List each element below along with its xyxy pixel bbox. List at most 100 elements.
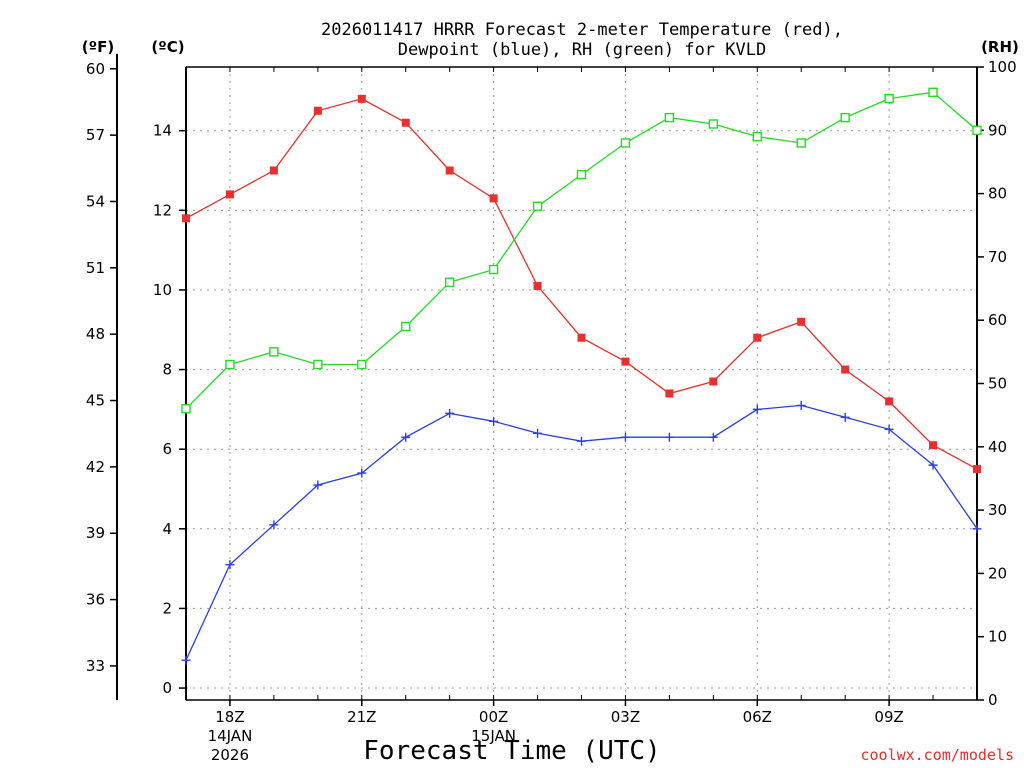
temperature-point bbox=[973, 465, 981, 474]
fahrenheit-tick-label: 39 bbox=[86, 524, 105, 542]
time-tick-label: 03Z bbox=[611, 708, 640, 726]
temperature-point bbox=[841, 365, 850, 374]
dewpoint-point bbox=[313, 480, 323, 490]
celsius-axis-unit: (ºC) bbox=[151, 38, 184, 56]
rh-point bbox=[357, 359, 367, 370]
rh-line bbox=[185, 91, 978, 410]
rh-point bbox=[928, 87, 938, 98]
celsius-axis-ticks: 0 2 4 6 8 10 12 14 bbox=[153, 122, 186, 697]
celsius-tick-label: 8 bbox=[162, 361, 172, 379]
celsius-tick-label: 2 bbox=[162, 599, 172, 617]
fahrenheit-tick-label: 57 bbox=[86, 126, 105, 144]
dewpoint-point bbox=[708, 432, 718, 442]
fahrenheit-axis-unit: (ºF) bbox=[82, 38, 114, 56]
rh-tick-label: 90 bbox=[988, 121, 1007, 139]
dewpoint-point bbox=[840, 412, 850, 422]
fahrenheit-axis-ticks: 33 36 39 42 45 48 51 54 57 60 bbox=[86, 60, 117, 675]
temperature-point bbox=[357, 94, 366, 103]
rh-point bbox=[752, 131, 762, 142]
axes bbox=[116, 53, 978, 701]
celsius-tick-label: 14 bbox=[153, 122, 172, 140]
dewpoint-point bbox=[269, 520, 279, 530]
rh-point bbox=[313, 359, 323, 370]
temperature-point bbox=[753, 333, 762, 342]
temperature-line bbox=[185, 98, 978, 470]
x-axis-title: Forecast Time (UTC) bbox=[363, 736, 660, 766]
rh-tick-label: 80 bbox=[988, 185, 1007, 203]
temperature-point bbox=[182, 214, 190, 223]
rh-point bbox=[796, 138, 806, 148]
temperature-point bbox=[401, 118, 410, 127]
rh-tick-label: 20 bbox=[988, 564, 1007, 582]
celsius-tick-label: 4 bbox=[162, 520, 172, 538]
dewpoint-point bbox=[445, 408, 455, 418]
dewpoint-point bbox=[401, 432, 411, 442]
rh-tick-label: 100 bbox=[988, 58, 1017, 76]
dewpoint-point bbox=[664, 432, 674, 442]
temperature-point bbox=[665, 389, 674, 398]
rh-axis-ticks: 0 10 20 30 40 50 60 70 80 90 100 bbox=[977, 58, 1017, 709]
celsius-tick-label: 12 bbox=[153, 201, 172, 219]
fahrenheit-tick-label: 42 bbox=[86, 458, 105, 476]
fahrenheit-tick-label: 45 bbox=[86, 392, 105, 410]
dewpoint-point bbox=[225, 560, 235, 570]
rh-tick-label: 50 bbox=[988, 375, 1007, 393]
dewpoint-point bbox=[884, 424, 894, 434]
temperature-point bbox=[445, 166, 454, 175]
temperature-point bbox=[797, 317, 806, 326]
time-tick-label: 18Z bbox=[215, 708, 244, 726]
time-tick-label: 09Z bbox=[874, 708, 903, 726]
dewpoint-point bbox=[928, 460, 938, 470]
dewpoint-point bbox=[752, 404, 762, 414]
time-tick-label: 2026 bbox=[211, 746, 249, 764]
temperature-point bbox=[621, 357, 630, 366]
rh-tick-label: 30 bbox=[988, 501, 1007, 519]
fahrenheit-tick-label: 33 bbox=[86, 657, 105, 675]
temperature-point bbox=[225, 190, 234, 199]
time-tick-label: 06Z bbox=[743, 708, 772, 726]
rh-tick-label: 70 bbox=[988, 248, 1007, 266]
dewpoint-point bbox=[181, 655, 191, 665]
chart-title-line1: 2026011417 HRRR Forecast 2-meter Tempera… bbox=[321, 20, 843, 40]
rh-point bbox=[225, 359, 235, 370]
rh-point bbox=[269, 347, 279, 357]
celsius-tick-label: 6 bbox=[162, 440, 172, 458]
rh-point bbox=[401, 321, 411, 332]
rh-point bbox=[620, 138, 631, 148]
temperature-point bbox=[929, 441, 938, 450]
rh-point bbox=[576, 169, 587, 180]
dewpoint-point bbox=[620, 432, 630, 442]
celsius-tick-label: 10 bbox=[153, 281, 172, 299]
rh-axis-unit: (RH) bbox=[981, 38, 1019, 56]
rh-point bbox=[884, 93, 894, 104]
chart-title-line2: Dewpoint (blue), RH (green) for KVLD bbox=[398, 40, 766, 60]
rh-point bbox=[708, 119, 719, 129]
rh-point bbox=[488, 264, 499, 275]
rh-point bbox=[181, 404, 191, 414]
rh-point bbox=[444, 277, 455, 287]
temperature-point bbox=[489, 194, 498, 203]
temperature-point bbox=[533, 281, 542, 290]
grid-lines bbox=[186, 67, 977, 700]
temperature-point bbox=[709, 377, 718, 386]
temperature-point bbox=[269, 166, 278, 175]
fahrenheit-tick-label: 51 bbox=[86, 259, 105, 277]
dewpoint-point bbox=[533, 428, 543, 438]
rh-tick-label: 60 bbox=[988, 311, 1007, 329]
fahrenheit-tick-label: 54 bbox=[86, 192, 105, 210]
temperature-point bbox=[885, 397, 894, 406]
series-layer bbox=[181, 87, 982, 665]
rh-point bbox=[532, 201, 543, 211]
time-tick-label: 21Z bbox=[347, 708, 376, 726]
fahrenheit-tick-label: 48 bbox=[86, 325, 105, 343]
celsius-tick-label: 0 bbox=[162, 679, 172, 697]
fahrenheit-tick-label: 36 bbox=[86, 591, 105, 609]
rh-tick-label: 40 bbox=[988, 438, 1007, 456]
time-tick-label: 00Z bbox=[479, 708, 508, 726]
dewpoint-point bbox=[489, 416, 499, 426]
temperature-point bbox=[313, 106, 322, 115]
rh-tick-label: 10 bbox=[988, 628, 1007, 646]
rh-point bbox=[664, 112, 675, 123]
rh-tick-label: 0 bbox=[988, 691, 998, 709]
